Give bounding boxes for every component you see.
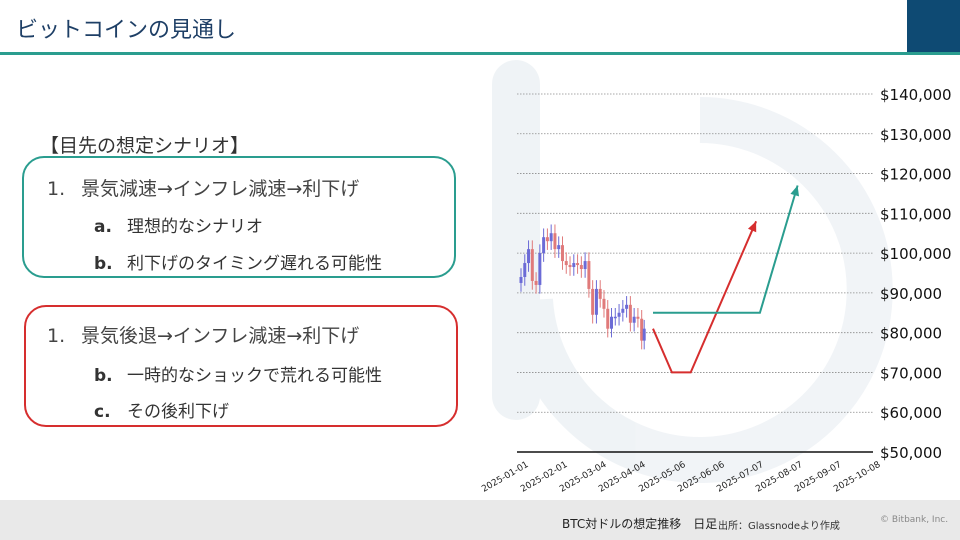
candle — [545, 237, 549, 242]
candle — [625, 304, 629, 309]
sub-number: c. — [94, 402, 111, 422]
scenario2-number: 1. — [47, 325, 66, 347]
candle — [610, 316, 614, 329]
candle — [579, 265, 583, 270]
candle — [606, 308, 610, 329]
scenario2-sub-b: b. 一時的なショックで荒れる可能性 — [94, 361, 382, 386]
y-tick-label: $140,000 — [880, 86, 952, 104]
candle — [642, 328, 646, 341]
scenario1-text: 景気減速→インフレ減速→利下げ — [81, 178, 360, 200]
scenario2-sub-c: c. その後利下げ — [94, 397, 229, 422]
page-title: ビットコインの見通し — [16, 18, 237, 43]
price-chart: $140,000 $130,000 $120,000 $110,000 $100,000… — [480, 60, 952, 495]
y-tick-label: $110,000 — [880, 205, 952, 223]
candle — [636, 316, 640, 319]
candle — [617, 312, 621, 317]
y-tick-label: $70,000 — [880, 364, 942, 382]
scenario-heading: 【目先の想定シナリオ】 — [40, 135, 250, 157]
corner-block — [907, 0, 960, 52]
sub-text: 理想的なシナリオ — [127, 217, 263, 237]
candle — [530, 249, 534, 281]
candle — [557, 245, 561, 250]
candle — [542, 237, 546, 254]
scenario2-text: 景気後退→インフレ減速→利下げ — [81, 325, 360, 347]
sub-text: その後利下げ — [127, 402, 229, 422]
candle — [519, 276, 523, 283]
y-tick-label: $60,000 — [880, 404, 942, 422]
candle — [553, 233, 557, 250]
candle — [587, 261, 591, 289]
footer-bar — [0, 500, 960, 540]
candle — [549, 233, 553, 242]
candle — [564, 261, 568, 266]
projection-line — [653, 185, 799, 314]
candle — [591, 288, 595, 315]
scenario1-item: 1. 景気減速→インフレ減速→利下げ — [47, 174, 359, 201]
sub-text: 一時的なショックで荒れる可能性 — [127, 366, 382, 386]
sub-number: a. — [94, 217, 112, 237]
candle — [527, 249, 531, 264]
candle — [621, 308, 625, 313]
projection-line — [652, 220, 758, 374]
candle — [568, 265, 572, 268]
candle — [628, 304, 632, 323]
header-divider — [0, 52, 960, 55]
sub-number: b. — [94, 366, 113, 386]
sub-text: 利下げのタイミング遅れる可能性 — [127, 254, 382, 274]
candle — [602, 298, 606, 309]
scenario-box-bad — [24, 305, 458, 427]
candle — [640, 318, 644, 341]
candle — [572, 263, 576, 268]
green-projection-arrow-head — [790, 185, 800, 197]
candle — [560, 245, 564, 262]
candle — [632, 316, 636, 323]
candle — [538, 253, 542, 285]
y-tick-label: $100,000 — [880, 245, 952, 263]
candle — [594, 288, 598, 315]
scenario1-sub-b: b. 利下げのタイミング遅れる可能性 — [94, 249, 382, 274]
red-projection-arrow-head — [747, 221, 757, 233]
candle — [598, 288, 602, 299]
candle — [523, 263, 527, 277]
y-tick-label: $50,000 — [880, 444, 942, 462]
footer-chart-title: BTC対ドルの想定推移 日足 — [562, 517, 718, 531]
footer-copyright: © Bitbank, Inc. — [880, 515, 949, 525]
scenario1-number: 1. — [47, 178, 66, 200]
sub-number: b. — [94, 254, 113, 274]
candle — [534, 280, 538, 285]
y-tick-label: $80,000 — [880, 325, 942, 343]
footer-source: 出所：Glassnodeより作成 — [718, 521, 840, 532]
logo-watermark — [492, 60, 893, 483]
y-tick-label: $120,000 — [880, 166, 952, 184]
y-tick-label: $90,000 — [880, 285, 942, 303]
scenario2-item: 1. 景気後退→インフレ減速→利下げ — [47, 321, 359, 348]
scenario1-sub-a: a. 理想的なシナリオ — [94, 212, 263, 237]
scenario-box-good — [22, 156, 456, 278]
y-tick-label: $130,000 — [880, 126, 952, 144]
candle — [576, 263, 580, 266]
candle — [583, 261, 587, 270]
candle — [613, 316, 617, 319]
